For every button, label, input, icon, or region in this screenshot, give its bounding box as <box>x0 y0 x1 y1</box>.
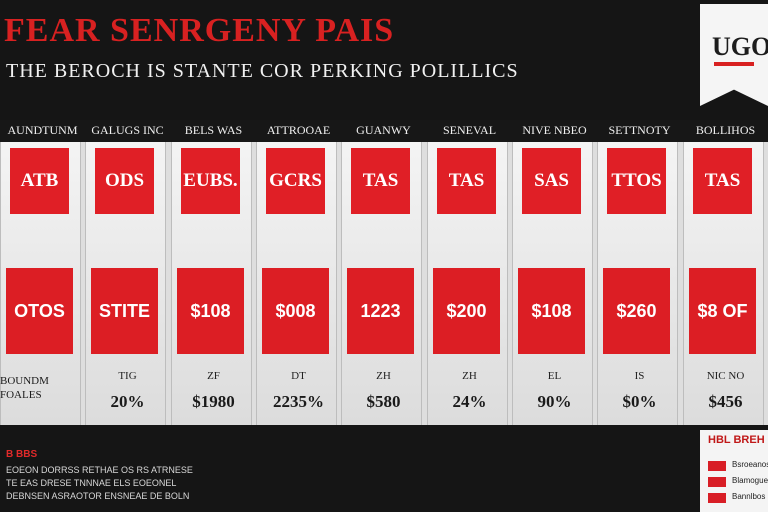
bottom-value: 24% <box>452 392 487 411</box>
small-label: IS <box>634 370 645 382</box>
mid-value-cell: $260 <box>603 268 670 354</box>
logo-badge: UGO <box>700 4 768 106</box>
legend-swatch <box>708 477 726 487</box>
small-label: ZF <box>207 370 220 382</box>
bottom-value: $0% <box>622 392 657 411</box>
top-value-cell: TAS <box>437 148 496 214</box>
mid-value-cell: $8 OF <box>689 268 756 354</box>
footer-line: DEBNSEN ASRAOTOR ENSNEAE DE BOLN <box>6 491 190 501</box>
mid-value-cell: $108 <box>518 268 585 354</box>
legend-swatch <box>708 493 726 503</box>
top-value-cell: TAS <box>693 148 752 214</box>
bottom-value: 2235% <box>273 392 324 411</box>
page-header: FEAR SENRGENY PAIS THE BEROCH IS STANTE … <box>0 0 768 120</box>
column-header: ATTROOAE <box>266 123 331 137</box>
bottom-value: $580 <box>366 392 401 411</box>
legend-label: Blamogues <box>732 476 768 485</box>
legend-title: HBL BREH <box>708 434 765 446</box>
bottom-value: 20% <box>110 392 145 411</box>
mid-value-cell: $108 <box>177 268 244 354</box>
small-label: ZH <box>462 370 477 382</box>
column-header: BELS WAS <box>184 123 243 137</box>
column-header: SETTNOTY <box>608 123 671 137</box>
top-value-cell: ATB <box>10 148 69 214</box>
top-value-cell: ODS <box>95 148 154 214</box>
column-header-row <box>0 120 768 142</box>
bottom-value: $1980 <box>192 392 235 411</box>
legend: HBL BREH Bsroeanos Blamogues Bannlbos <box>700 430 768 512</box>
logo-accent-line <box>714 62 754 66</box>
page-subtitle: THE BEROCH IS STANTE COR PERKING POLILLI… <box>6 60 519 82</box>
comparison-table: AUNDTUNM ATB OTOS GALUGS INC ODS STITE TIG 20% B… <box>0 120 768 425</box>
logo-text: UGO <box>712 32 768 61</box>
column-header: BOLLIHOS <box>695 123 756 137</box>
footer: B BBS EOEON DORRSS RETHAE OS RS ATRNESE … <box>0 425 768 512</box>
legend-item: Bannlbos <box>708 492 768 504</box>
row-label: BOUNDM FOALES <box>0 375 49 401</box>
bottom-value: $456 <box>708 392 743 411</box>
small-label: ZH <box>376 370 391 382</box>
column-header: GUANWY <box>356 123 411 137</box>
mid-value-cell: 1223 <box>347 268 414 354</box>
top-value-cell: TTOS <box>607 148 666 214</box>
small-label: NIC NO <box>706 370 745 382</box>
column-header: NIVE NBEO <box>522 123 587 137</box>
mid-value-cell: OTOS <box>6 268 73 354</box>
column-header: SENEVAL <box>442 123 497 137</box>
top-value-cell: GCRS <box>266 148 325 214</box>
legend-item: Bsroeanos <box>708 460 768 472</box>
legend-label: Bsroeanos <box>732 460 768 469</box>
top-value-cell: SAS <box>522 148 581 214</box>
mid-value-cell: $008 <box>262 268 329 354</box>
legend-swatch <box>708 461 726 471</box>
top-value-cell: TAS <box>351 148 410 214</box>
footer-line: EOEON DORRSS RETHAE OS RS ATRNESE <box>6 465 193 475</box>
bottom-value: 90% <box>537 392 572 411</box>
mid-value-cell: STITE <box>91 268 158 354</box>
column-header: GALUGS INC <box>91 123 164 137</box>
legend-item: Blamogues <box>708 476 768 488</box>
mid-value-cell: $200 <box>433 268 500 354</box>
small-label: TIG <box>118 370 137 382</box>
column-header: AUNDTUNM <box>7 123 78 137</box>
footer-title: B BBS <box>6 449 38 460</box>
small-label: EL <box>547 370 562 382</box>
small-label: DT <box>291 370 306 382</box>
footer-line: TE EAS DRESE TNNNAE ELS EOEONEL <box>6 478 177 488</box>
top-value-cell: EUBS. <box>181 148 240 214</box>
legend-label: Bannlbos <box>732 492 766 501</box>
page-title: FEAR SENRGENY PAIS <box>4 12 395 49</box>
